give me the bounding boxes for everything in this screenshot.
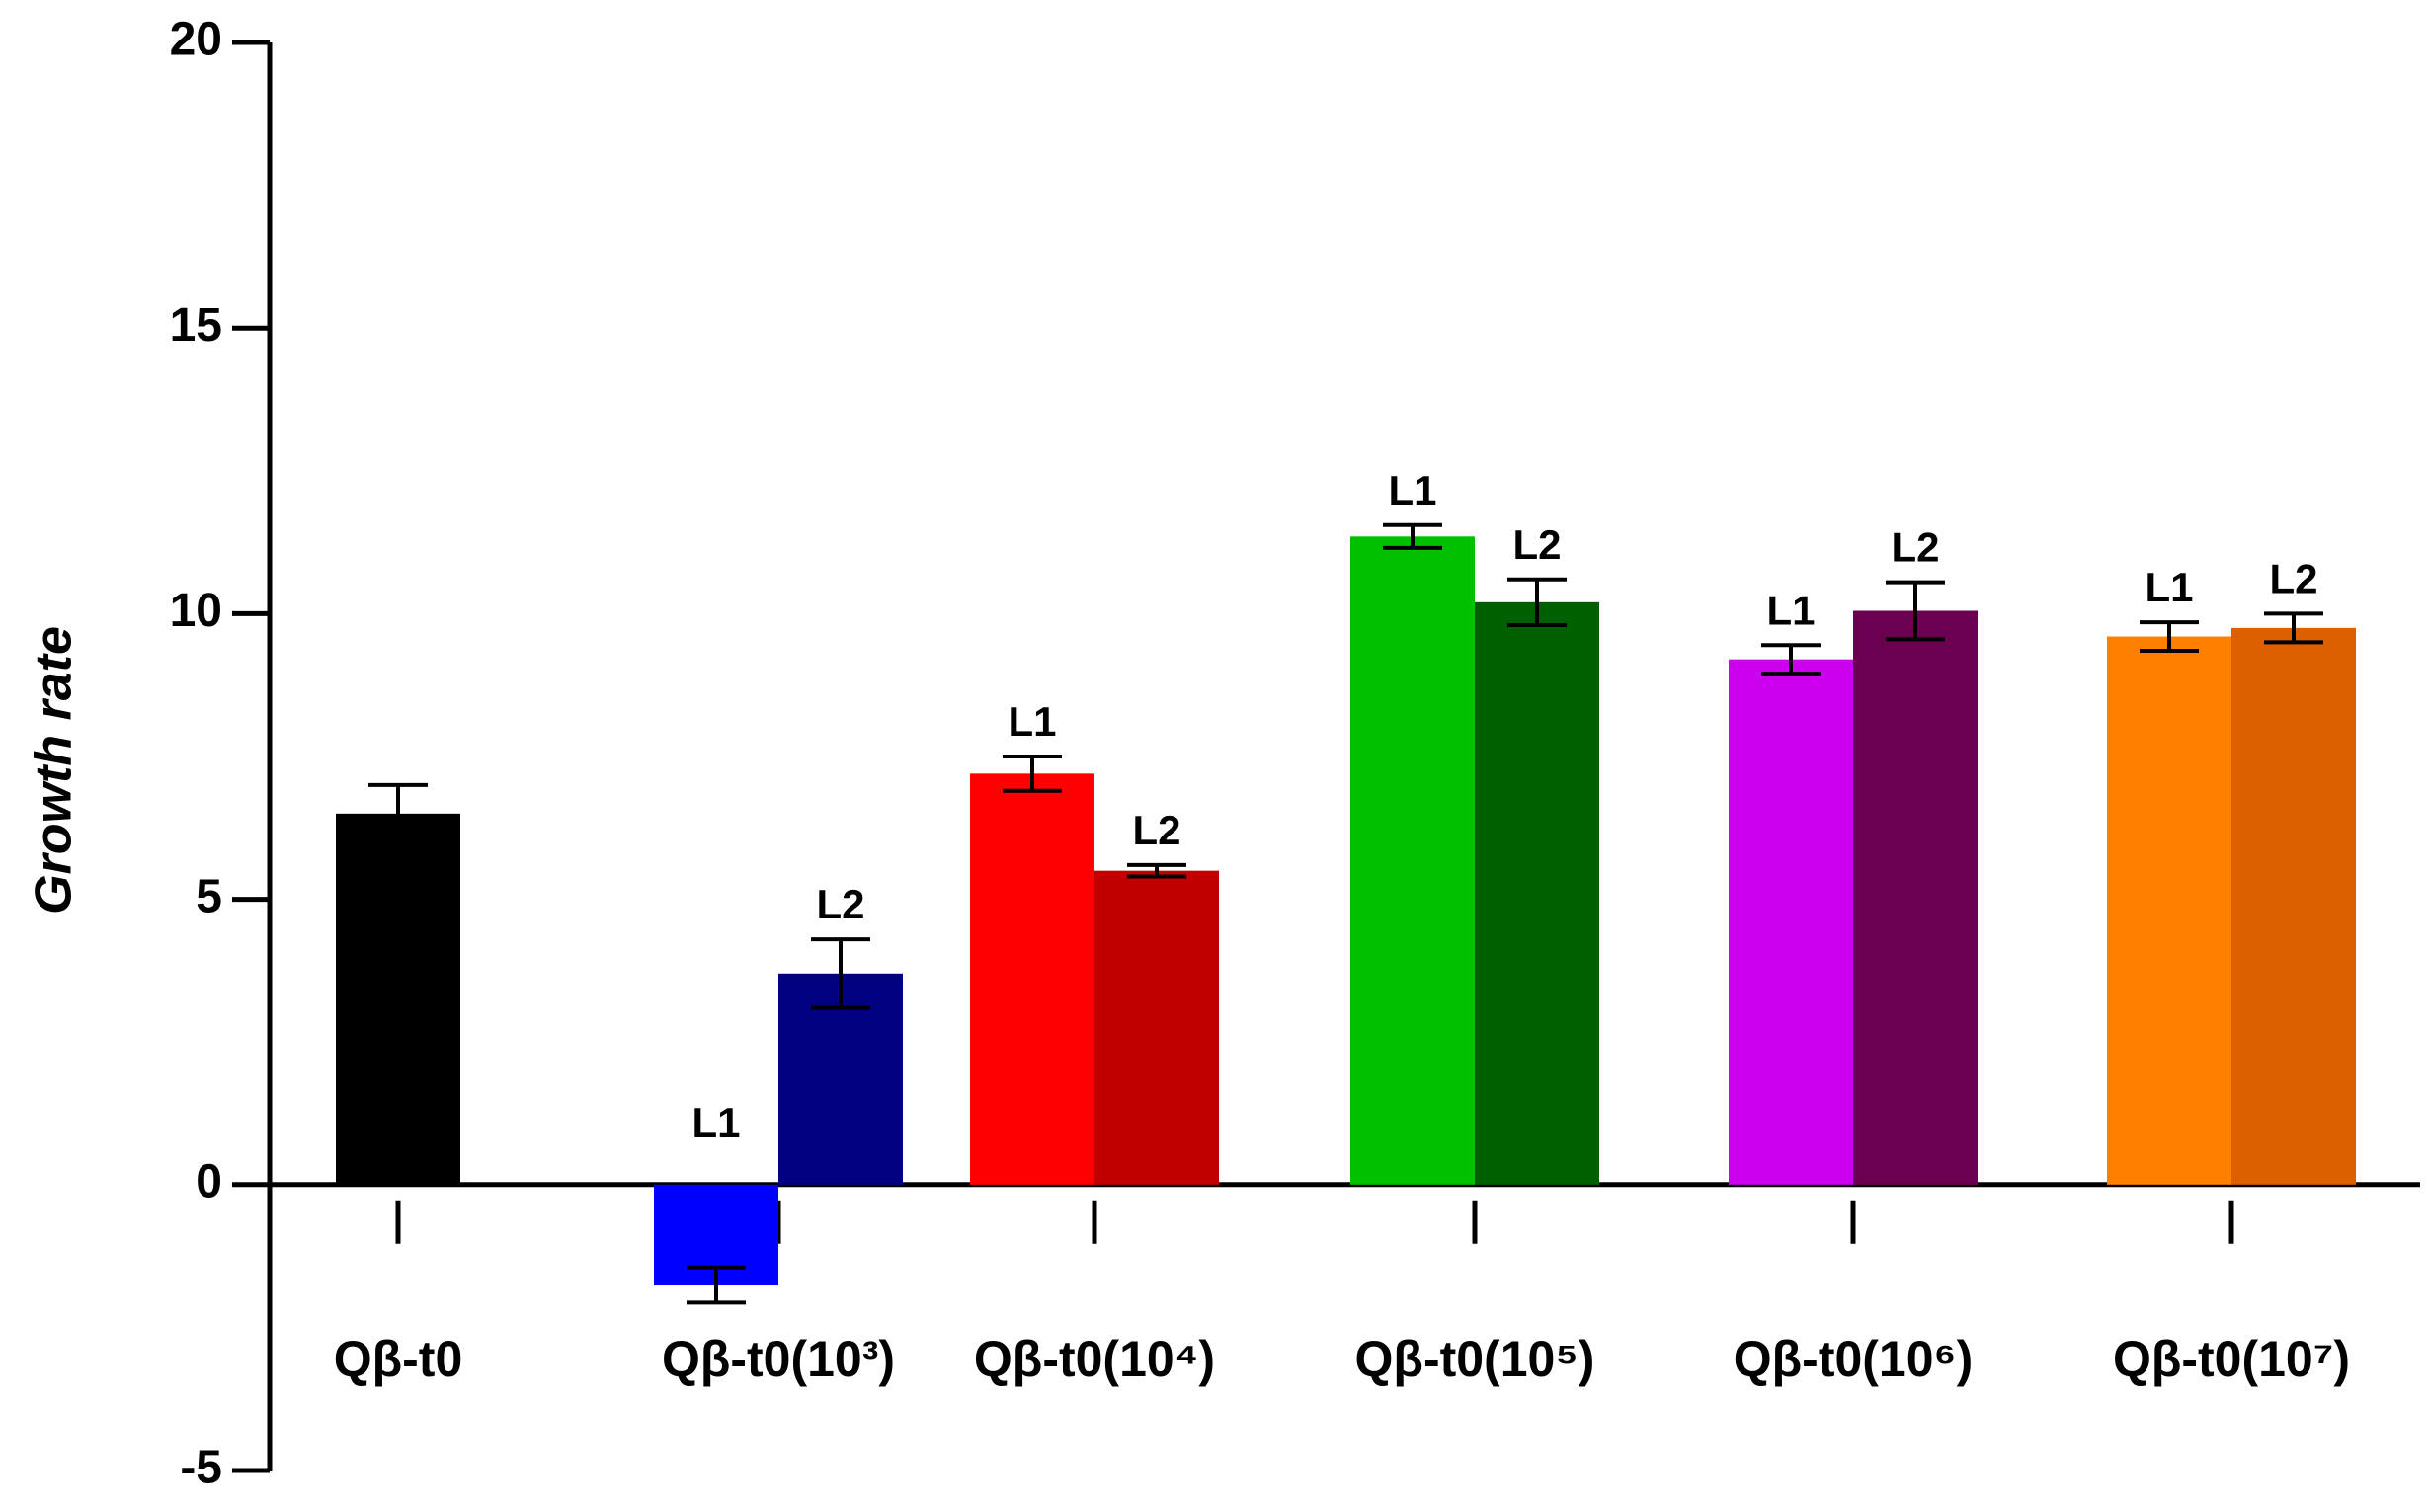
bar <box>2107 636 2231 1185</box>
x-tick-label: Qβ-t0 <box>334 1331 463 1387</box>
bar <box>2231 627 2356 1185</box>
bar-label: L2 <box>2269 555 2317 601</box>
x-tick-label: Qβ-t0(10⁷) <box>2113 1331 2350 1387</box>
bar-label: L2 <box>1891 524 1939 571</box>
bar-label: L1 <box>1388 467 1436 514</box>
y-tick-label: 20 <box>170 14 222 66</box>
x-tick-label: Qβ-t0(10³) <box>662 1331 895 1387</box>
bar-label: L1 <box>1008 698 1056 745</box>
x-tick-label: Qβ-t0(10⁶) <box>1734 1331 1973 1387</box>
bar-label: L1 <box>691 1099 740 1146</box>
y-tick-label: 5 <box>196 870 222 922</box>
bar-label: L1 <box>1766 587 1815 633</box>
y-tick-label: 0 <box>196 1155 222 1208</box>
y-tick-label: -5 <box>180 1442 222 1494</box>
x-tick-label: Qβ-t0(10⁵) <box>1355 1331 1595 1387</box>
bar <box>1729 659 1853 1185</box>
x-tick-label: Qβ-t0(10⁴) <box>974 1331 1215 1387</box>
bar-label: L2 <box>1512 521 1561 568</box>
bar <box>970 773 1094 1185</box>
y-axis-label: Growth rate <box>26 626 83 915</box>
y-tick-label: 15 <box>170 299 222 352</box>
bar <box>1475 601 1599 1185</box>
bar-label: L1 <box>2145 564 2193 610</box>
bar-label: L2 <box>1132 807 1180 853</box>
y-tick-label: 10 <box>170 585 222 637</box>
bar <box>1094 870 1219 1185</box>
bar-label: L2 <box>816 881 864 927</box>
bar <box>1853 610 1978 1185</box>
bar <box>1350 536 1475 1185</box>
bar <box>336 813 460 1185</box>
